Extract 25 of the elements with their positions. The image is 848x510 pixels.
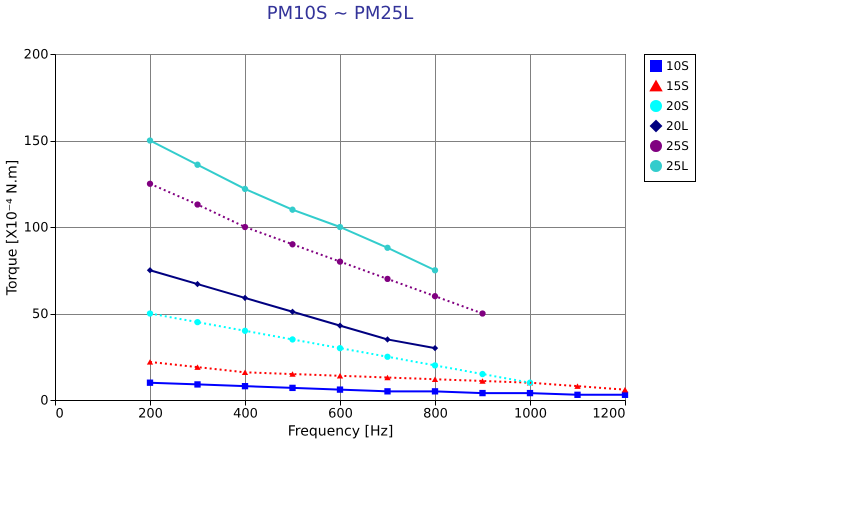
y-tick-label: 0 (40, 394, 48, 408)
point (622, 386, 628, 392)
y-tick-label: 150 (24, 134, 48, 149)
legend-label: 25L (666, 159, 688, 173)
legend-label: 25S (666, 139, 689, 153)
x-tick-label: 200 (138, 406, 163, 422)
y-tick-label: 200 (24, 48, 48, 62)
x-tick-label: 0 (56, 406, 64, 422)
x-tick-label: 1000 (514, 406, 548, 422)
legend-label: 20S (666, 99, 689, 113)
chart-title: PM10S ~ PM25L (266, 3, 414, 24)
x-tick-label: 600 (328, 406, 353, 422)
legend-label: 10S (666, 59, 689, 73)
x-tick-label: 1200 (592, 406, 626, 422)
point (289, 371, 296, 377)
point (194, 364, 201, 370)
x-tick-label: 400 (233, 406, 258, 422)
y-tick-label: 100 (24, 220, 48, 236)
x-axis-title: Frequency [Hz] (288, 424, 394, 440)
y-axis-title: Torque [X10⁻⁴ N.m] (4, 160, 21, 296)
y-tick-label: 50 (32, 307, 48, 322)
x-tick-label: 800 (423, 406, 448, 422)
legend-label: 20L (666, 119, 688, 133)
legend-label: 15S (666, 79, 689, 93)
point (574, 383, 581, 389)
